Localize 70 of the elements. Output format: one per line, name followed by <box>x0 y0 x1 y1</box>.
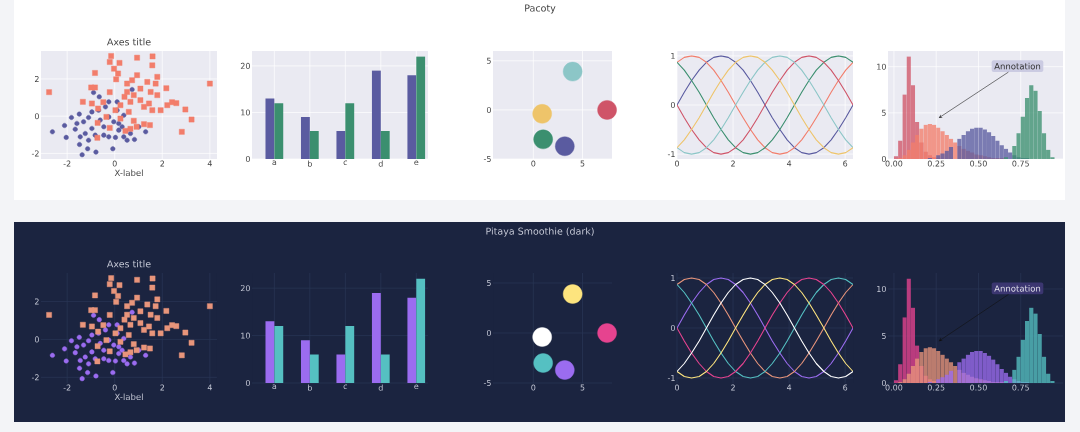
x-tick-label: 0.50 <box>970 160 987 167</box>
y-tick-label: 10 <box>241 109 250 116</box>
y-tick-label: 0 <box>486 329 491 337</box>
y-tick-label: 1 <box>671 52 675 59</box>
x-tick-label: b <box>308 160 312 167</box>
text: Pacoty <box>525 4 556 14</box>
x-tick-label: 0.00 <box>885 384 903 391</box>
x-tick-label: 4 <box>786 160 792 167</box>
y-tick-label: 20 <box>240 285 250 292</box>
x-tick-label: 0.25 <box>927 384 945 391</box>
x-tick-label: 4 <box>786 384 792 391</box>
y-tick-label: 5 <box>486 280 491 286</box>
x-tick-label: 0.75 <box>1012 384 1029 391</box>
x-tick-label: a <box>272 384 277 390</box>
y-tick-label: 5 <box>486 57 491 64</box>
x-tick-label: 0 <box>531 160 536 167</box>
y-tick-label: 10 <box>877 63 886 70</box>
text: Pitaya Smoothie (dark) <box>486 227 594 237</box>
chart-title: Axes title <box>106 260 151 268</box>
x-tick-label: 6 <box>843 160 848 167</box>
x-tick-label: 4 <box>207 160 212 167</box>
x-tick-label: 5 <box>580 160 585 167</box>
y-tick-label: -1 <box>667 375 675 381</box>
x-axis-title: X-label <box>114 393 143 401</box>
y-tick-label: 0 <box>670 101 675 109</box>
x-axis-title: X-label <box>114 169 143 177</box>
x-tick-label: 0.25 <box>927 160 945 167</box>
x-tick-label: 2 <box>160 160 165 167</box>
x-tick-label: d <box>378 384 383 391</box>
x-tick-label: b <box>308 384 312 391</box>
annotation: Annotation <box>994 62 1041 70</box>
x-tick-label: e <box>414 160 419 166</box>
y-tick-label: 2 <box>34 298 39 305</box>
y-tick-label: 0 <box>34 113 39 120</box>
x-tick-label: -2 <box>63 384 71 391</box>
x-tick-label: e <box>414 384 419 390</box>
y-tick-label: 20 <box>240 62 250 69</box>
x-tick-label: d <box>378 160 383 167</box>
y-tick-label: -2 <box>31 374 39 381</box>
y-tick-label: 0 <box>34 336 39 343</box>
x-tick-label: 5 <box>580 384 585 391</box>
y-tick-label: 10 <box>241 332 250 339</box>
y-tick-label: 0 <box>486 106 491 113</box>
chart-title: Axes title <box>106 38 151 46</box>
x-tick-label: 6 <box>843 384 848 391</box>
x-tick-label: 2 <box>731 160 735 167</box>
y-tick-label: -5 <box>483 380 491 386</box>
y-tick-label: 0 <box>670 324 675 332</box>
x-tick-label: 0.50 <box>970 384 987 391</box>
y-tick-label: 5 <box>881 333 886 339</box>
x-tick-label: 0 <box>112 384 117 391</box>
y-tick-label: 1 <box>671 275 675 281</box>
y-tick-label: 10 <box>877 285 886 293</box>
y-tick-label: 2 <box>34 75 39 82</box>
y-tick-label: -2 <box>31 150 39 157</box>
x-tick-label: 0 <box>531 384 536 391</box>
annotation: Annotation <box>994 285 1041 292</box>
y-tick-label: 5 <box>881 109 886 116</box>
x-tick-label: -2 <box>63 160 71 167</box>
x-tick-label: c <box>343 384 348 390</box>
x-tick-label: 2 <box>731 384 735 391</box>
x-tick-label: a <box>272 160 277 166</box>
x-tick-label: 0.75 <box>1012 160 1029 167</box>
x-tick-label: 4 <box>207 384 212 391</box>
x-tick-label: 2 <box>160 384 165 391</box>
x-tick-label: 0 <box>112 160 117 167</box>
y-tick-label: -5 <box>483 156 491 162</box>
x-tick-label: 0.00 <box>885 160 903 167</box>
y-tick-label: -1 <box>667 151 675 158</box>
x-tick-label: c <box>343 160 348 166</box>
